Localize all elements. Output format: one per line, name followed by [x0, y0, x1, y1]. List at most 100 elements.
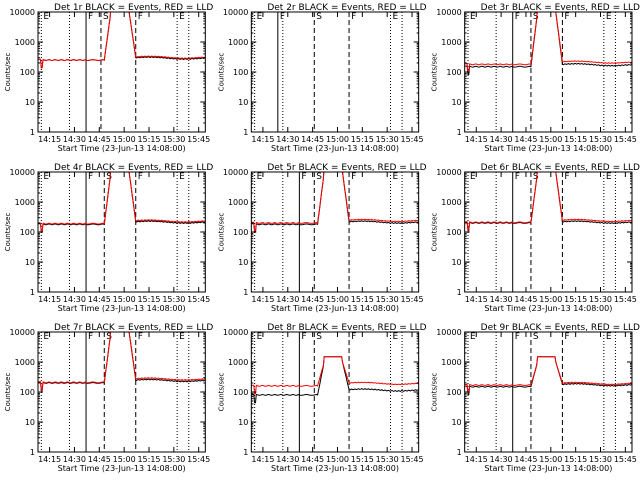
- marker-label: F: [138, 332, 143, 342]
- y-tick-label: 100: [446, 228, 461, 237]
- y-tick-label: 10: [451, 258, 461, 267]
- x-tick-label: 15:15: [137, 295, 160, 304]
- marker-label: E: [43, 172, 49, 182]
- x-tick-label: 15:30: [376, 455, 399, 464]
- x-tick-label: 14:45: [301, 455, 324, 464]
- y-tick-label: 10000: [10, 328, 35, 337]
- chart-title: Det 7r BLACK = Events, RED = LLD: [54, 323, 213, 333]
- x-tick-label: 14:15: [38, 295, 61, 304]
- x-axis-label: Start Time (23-Jun-13 14:08:00): [484, 464, 612, 473]
- marker-label: E: [257, 12, 263, 22]
- x-tick-label: 14:15: [251, 455, 274, 464]
- marker-label: S: [103, 12, 109, 22]
- y-tick-label: 1000: [228, 38, 248, 47]
- marker-label: F: [301, 332, 306, 342]
- chart-title: Det 6r BLACK = Events, RED = LLD: [481, 163, 640, 173]
- marker-label: F: [515, 332, 520, 342]
- y-tick-label: 1000: [15, 358, 35, 367]
- marker-label: E: [257, 172, 263, 182]
- chart-title: Det 5r BLACK = Events, RED = LLD: [267, 163, 426, 173]
- plot-frame: [464, 331, 633, 453]
- marker-label: F: [351, 332, 356, 342]
- plot-frame: [250, 331, 420, 453]
- marker-label: F: [301, 172, 306, 182]
- y-tick-label: 100: [233, 388, 248, 397]
- events-series-line: [38, 172, 206, 233]
- x-tick-label: 15:15: [564, 455, 587, 464]
- y-axis-label: Counts/sec: [431, 373, 439, 412]
- x-tick-label: 15:00: [113, 455, 136, 464]
- marker-label: E: [179, 12, 185, 22]
- x-tick-label: 14:45: [88, 135, 111, 144]
- y-axis-label: Counts/sec: [4, 53, 12, 92]
- x-tick-label: 14:45: [514, 295, 537, 304]
- y-tick-label: 10000: [436, 168, 461, 177]
- chart-title: Det 1r BLACK = Events, RED = LLD: [54, 3, 213, 13]
- lld-series-line: [251, 356, 419, 395]
- x-tick-label: 15:45: [401, 135, 424, 144]
- events-series-line: [464, 12, 632, 75]
- marker-label: F: [351, 172, 356, 182]
- marker-label: E: [43, 332, 49, 342]
- x-axis-label: Start Time (23-Jun-13 14:08:00): [58, 144, 186, 153]
- marker-label: E: [606, 12, 612, 22]
- marker-label: F: [88, 12, 93, 22]
- marker-label: F: [564, 172, 569, 182]
- marker-label: E: [606, 172, 612, 182]
- x-axis-label: Start Time (23-Jun-13 14:08:00): [271, 144, 399, 153]
- chart-title: Det 2r BLACK = Events, RED = LLD: [267, 3, 426, 13]
- lld-series-line: [38, 172, 206, 232]
- events-series-line: [251, 172, 419, 233]
- x-tick-label: 15:30: [589, 295, 612, 304]
- marker-label: F: [138, 172, 143, 182]
- x-tick-label: 15:30: [162, 295, 185, 304]
- x-tick-label: 14:30: [276, 455, 299, 464]
- y-tick-label: 1: [243, 128, 248, 137]
- y-tick-label: 10: [238, 418, 248, 427]
- y-axis-label: Counts/sec: [217, 53, 225, 92]
- y-tick-label: 100: [233, 228, 248, 237]
- x-tick-label: 14:30: [63, 295, 86, 304]
- plot-frame: [37, 171, 206, 293]
- marker-label: F: [564, 12, 569, 22]
- marker-label: S: [316, 332, 322, 342]
- x-tick-label: 15:45: [187, 135, 210, 144]
- marker-label: E: [392, 12, 398, 22]
- x-tick-label: 14:45: [514, 455, 537, 464]
- marker-label: F: [351, 12, 356, 22]
- marker-label: E: [179, 172, 185, 182]
- lld-series-line: [251, 172, 419, 232]
- chart-title: Det 4r BLACK = Events, RED = LLD: [54, 163, 213, 173]
- x-axis-label: Start Time (23-Jun-13 14:08:00): [484, 304, 612, 313]
- marker-label: S: [106, 172, 112, 182]
- y-tick-label: 10: [25, 258, 35, 267]
- x-tick-label: 14:45: [514, 135, 537, 144]
- marker-label: E: [257, 332, 263, 342]
- y-tick-label: 1000: [441, 358, 461, 367]
- x-tick-label: 15:15: [351, 295, 374, 304]
- marker-label: E: [43, 12, 49, 22]
- y-axis-label: Counts/sec: [217, 373, 225, 412]
- x-tick-label: 15:00: [113, 295, 136, 304]
- x-tick-label: 15:00: [113, 135, 136, 144]
- y-tick-label: 10: [451, 418, 461, 427]
- y-tick-label: 100: [20, 228, 35, 237]
- plot-area: [464, 12, 632, 75]
- plot-area: [464, 172, 632, 232]
- y-axis-label: Counts/sec: [431, 53, 439, 92]
- x-tick-label: 14:15: [38, 455, 61, 464]
- x-tick-label: 15:15: [564, 135, 587, 144]
- x-tick-label: 14:15: [465, 135, 488, 144]
- events-series-line: [38, 332, 206, 392]
- plot-frame: [464, 171, 633, 293]
- y-tick-label: 1: [30, 128, 35, 137]
- chart-title: Det 3r BLACK = Events, RED = LLD: [481, 3, 640, 13]
- x-tick-label: 14:30: [490, 135, 513, 144]
- marker-label: S: [533, 332, 539, 342]
